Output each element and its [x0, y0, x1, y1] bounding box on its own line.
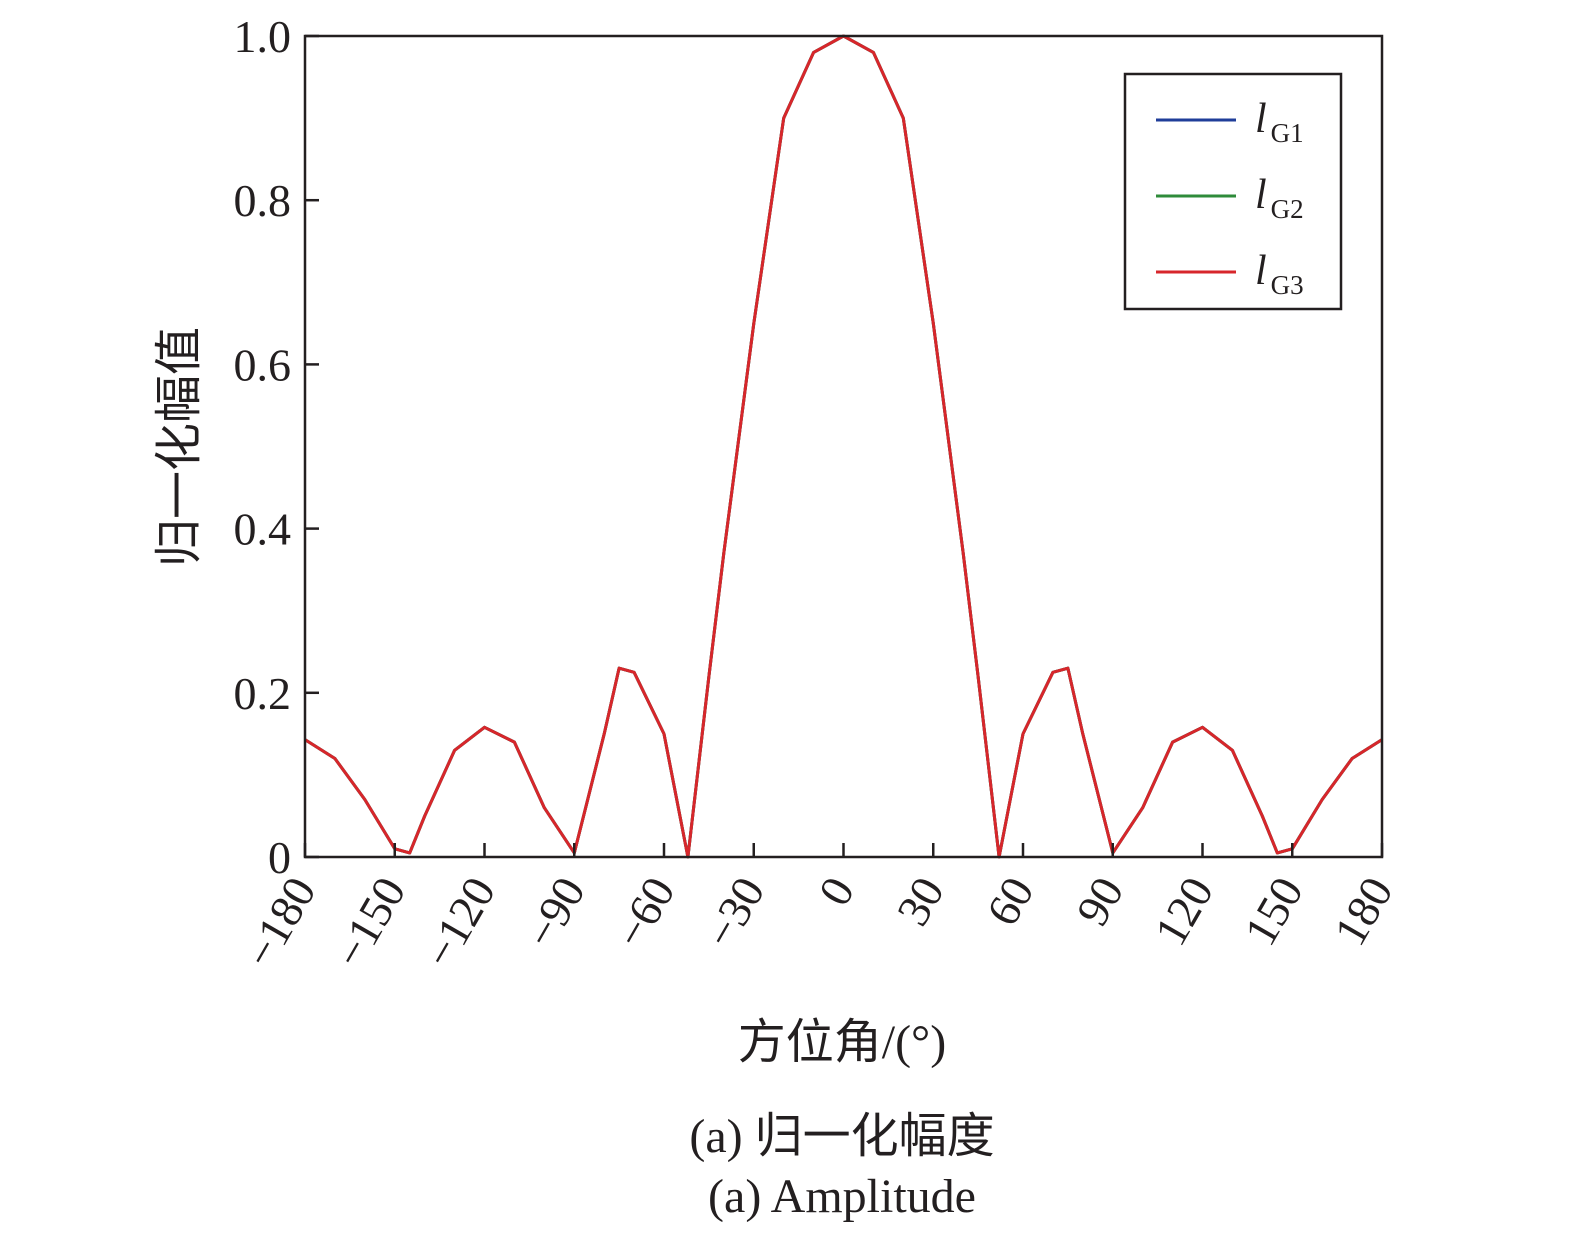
x-tick-label: −150 [324, 869, 416, 977]
y-tick-label: 0.2 [234, 668, 292, 719]
x-tick-label: −90 [515, 869, 595, 957]
x-tick-label: 120 [1144, 869, 1223, 954]
caption-chinese: (a) 归一化幅度 [689, 1110, 994, 1163]
y-axis-title: 归一化幅值 [153, 327, 206, 567]
y-tick-label: 0 [268, 832, 291, 883]
x-tick-label: −120 [414, 869, 506, 977]
x-tick-label: 30 [887, 869, 954, 934]
x-tick-label: 60 [976, 869, 1043, 934]
x-tick-label: 180 [1324, 869, 1403, 954]
y-tick-label: 0.8 [234, 175, 292, 226]
caption-english: (a) Amplitude [708, 1170, 976, 1223]
x-tick-label: −30 [694, 869, 774, 957]
x-tick-label: 150 [1234, 869, 1313, 954]
x-tick-label: −180 [234, 869, 326, 977]
y-tick-label: 0.6 [234, 339, 292, 390]
y-tick-label: 1.0 [234, 11, 292, 62]
legend: l G1l G2l G3 [1123, 72, 1343, 311]
x-tick-label: −60 [605, 869, 685, 957]
x-axis-title: 方位角/(°) [738, 1016, 947, 1069]
y-tick-label: 0.4 [234, 504, 292, 555]
legend-frame [1123, 72, 1343, 311]
x-tick-label: 0 [808, 869, 864, 914]
x-tick-label: 90 [1066, 869, 1133, 934]
